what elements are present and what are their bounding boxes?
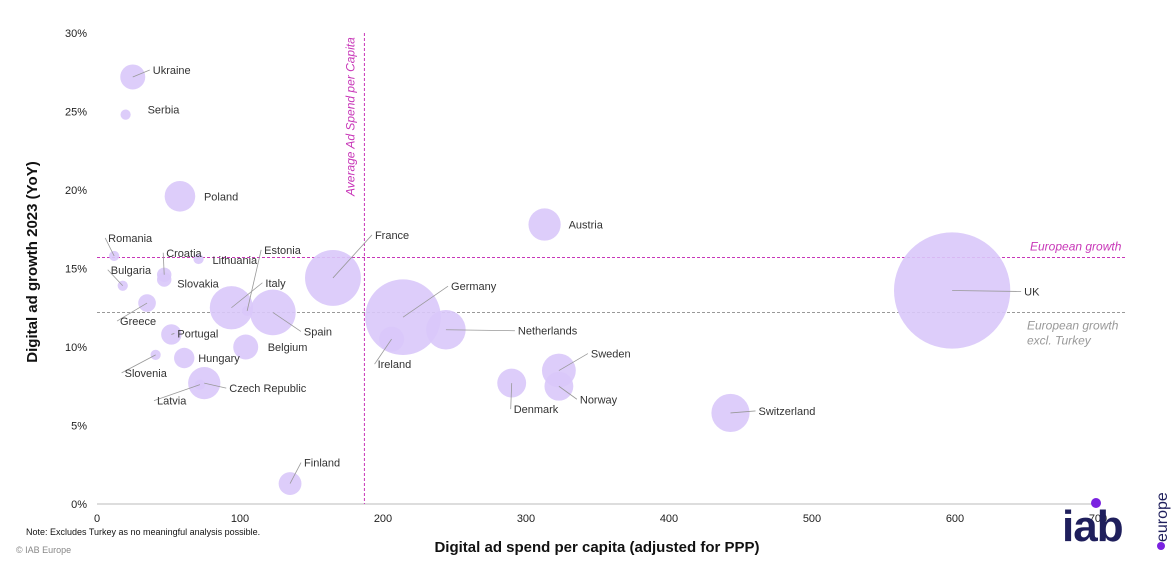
y-tick-label: 5%	[71, 421, 87, 433]
y-tick-label: 15%	[65, 264, 87, 276]
label-spain: Spain	[304, 326, 332, 338]
label-serbia: Serbia	[148, 105, 181, 117]
x-axis-title: Digital ad spend per capita (adjusted fo…	[434, 539, 759, 556]
logo-region-text: europe	[1154, 492, 1171, 542]
label-netherlands: Netherlands	[518, 326, 578, 338]
footnote: Note: Excludes Turkey as no meaningful a…	[26, 527, 261, 537]
y-tick-label: 10%	[65, 342, 87, 354]
label-sweden: Sweden	[591, 349, 631, 361]
label-greece: Greece	[120, 316, 156, 328]
y-axis-title: Digital ad growth 2023 (YoY)	[24, 161, 41, 362]
x-tick-label: 300	[517, 513, 535, 525]
logo-brand-text: iab	[1062, 502, 1124, 551]
label-germany: Germany	[451, 281, 497, 293]
label-belgium: Belgium	[268, 342, 308, 354]
label-hungary: Hungary	[198, 353, 240, 365]
label-ireland: Ireland	[378, 359, 412, 371]
label-poland: Poland	[204, 191, 238, 203]
european-growth-label: European growth	[1030, 240, 1122, 254]
y-tick-label: 30%	[65, 28, 87, 40]
label-denmark: Denmark	[514, 404, 559, 416]
y-tick-label: 25%	[65, 107, 87, 119]
label-switzerland: Switzerland	[758, 406, 815, 418]
x-tick-label: 200	[374, 513, 392, 525]
y-tick-label: 0%	[71, 499, 87, 511]
label-norway: Norway	[580, 394, 618, 406]
bubble-ukraine	[120, 64, 146, 90]
label-slovenia: Slovenia	[125, 368, 168, 380]
leader-line-ukraine	[132, 69, 150, 78]
leader-line-latvia	[153, 384, 201, 402]
bubble-serbia	[120, 109, 131, 120]
y-tick-label: 20%	[65, 185, 87, 197]
x-tick-label: 700	[1089, 513, 1107, 525]
leader-line-france	[332, 234, 373, 279]
leader-line-spain	[272, 312, 302, 332]
bubble-poland	[164, 180, 196, 212]
label-austria: Austria	[569, 220, 604, 232]
leader-line-netherlands	[445, 329, 515, 332]
leader-line-slovenia	[121, 354, 156, 374]
leader-line-finland	[289, 462, 302, 484]
x-tick-label: 400	[660, 513, 678, 525]
average-spend-label: Average Ad Spend per Capita	[343, 37, 357, 197]
iab-europe-logo: iab europe	[1062, 480, 1173, 562]
leader-line-romania	[104, 237, 115, 257]
label-lithuania: Lithuania	[213, 255, 259, 267]
leader-line-estonia	[246, 249, 262, 311]
leader-line-uk	[952, 290, 1022, 292]
growth-excl-turkey-label: European growth excl. Turkey	[1027, 318, 1119, 347]
label-bulgaria: Bulgaria	[111, 265, 152, 277]
leader-line-germany	[402, 285, 449, 318]
label-estonia: Estonia	[264, 245, 302, 257]
x-tick-label: 0	[94, 513, 100, 525]
bubbles-layer	[109, 64, 1011, 495]
leader-line-greece	[116, 302, 148, 322]
leader-line-sweden	[558, 353, 589, 371]
leader-line-ireland	[374, 338, 392, 365]
bubble-hungary	[174, 347, 195, 369]
label-croatia: Croatia	[166, 248, 202, 260]
label-uk: UK	[1024, 286, 1040, 298]
copyright-text: © IAB Europe	[16, 545, 72, 555]
label-italy: Italy	[265, 278, 286, 290]
label-latvia: Latvia	[157, 396, 187, 408]
axes-layer: 0 100 200 300 400 500 600 700 0% 5% 10% 15% 20% 25% 30…	[65, 28, 1107, 525]
bubble-labels-layer: Ukraine Serbia Poland Romania Croatia Lithuan…	[104, 65, 1040, 484]
leader-line-norway	[558, 385, 578, 400]
leader-line-denmark	[510, 383, 513, 410]
bubble-austria	[528, 208, 561, 241]
leader-line-italy	[231, 282, 263, 309]
logo-dot	[1091, 498, 1101, 508]
label-czech-republic: Czech Republic	[229, 383, 307, 395]
leader-line-bulgaria	[107, 269, 124, 287]
bubble-netherlands	[426, 309, 466, 350]
leader-line-croatia	[162, 252, 165, 275]
bubble-lithuania	[193, 253, 204, 265]
leader-line-czech-republic	[204, 382, 227, 389]
bubble-belgium	[233, 334, 259, 360]
label-france: France	[375, 230, 409, 242]
x-tick-label: 600	[946, 513, 964, 525]
x-tick-label: 100	[231, 513, 249, 525]
label-romania: Romania	[108, 233, 153, 245]
bubble-slovakia	[156, 272, 172, 287]
x-tick-label: 500	[803, 513, 821, 525]
label-slovakia: Slovakia	[177, 278, 219, 290]
leader-line-portugal	[171, 333, 175, 335]
logo-dot-accent	[1157, 542, 1165, 550]
label-ukraine: Ukraine	[153, 65, 191, 77]
leader-line-switzerland	[730, 410, 756, 414]
label-finland: Finland	[304, 458, 340, 470]
label-portugal: Portugal	[177, 328, 218, 340]
